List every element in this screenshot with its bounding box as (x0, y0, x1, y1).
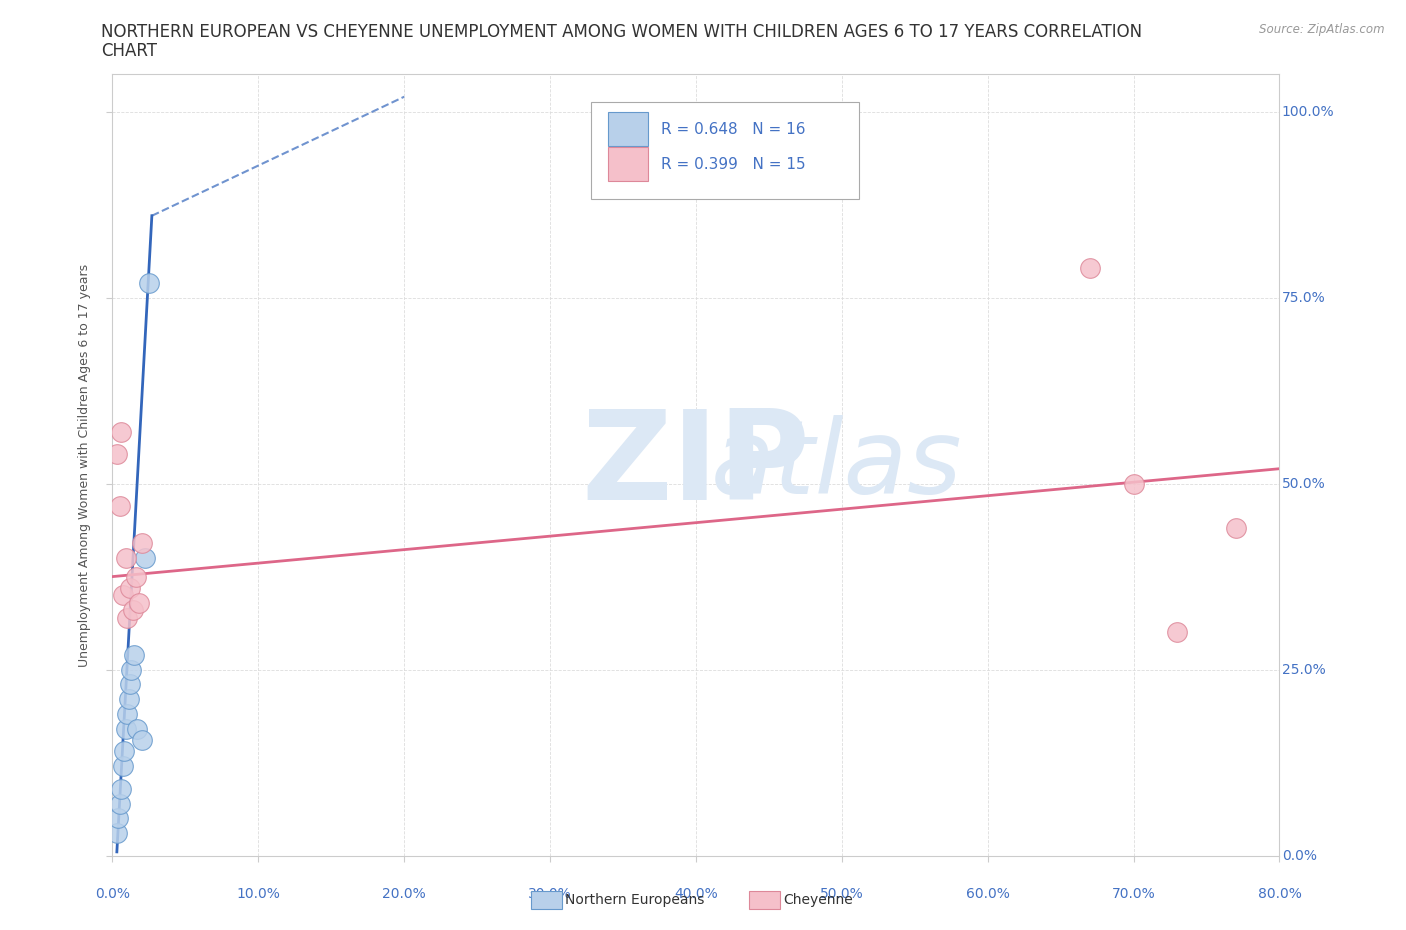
Point (1078, 260, 1101, 275)
Point (124, 647, 146, 662)
Point (131, 536, 153, 551)
Text: 60.0%: 60.0% (966, 887, 1010, 901)
Point (125, 569, 148, 584)
Point (115, 610, 138, 625)
Point (118, 580, 141, 595)
Text: Northern Europeans: Northern Europeans (565, 893, 704, 907)
Text: atlas: atlas (710, 415, 962, 515)
Point (112, 744, 135, 759)
Point (115, 707, 138, 722)
Text: 100.0%: 100.0% (1282, 104, 1334, 119)
Point (110, 781, 132, 796)
Point (131, 733, 153, 748)
Point (108, 796, 131, 811)
FancyBboxPatch shape (591, 101, 859, 199)
Text: 0.0%: 0.0% (96, 887, 129, 901)
Point (108, 498, 131, 513)
Text: Cheyenne: Cheyenne (783, 893, 853, 907)
Point (111, 759, 134, 774)
Text: 70.0%: 70.0% (1112, 887, 1156, 901)
Point (105, 826, 128, 841)
Text: 10.0%: 10.0% (236, 887, 280, 901)
Point (111, 588, 134, 603)
Point (117, 692, 139, 707)
FancyBboxPatch shape (609, 147, 648, 181)
Text: 25.0%: 25.0% (1282, 662, 1326, 677)
Point (127, 722, 149, 737)
Text: NORTHERN EUROPEAN VS CHEYENNE UNEMPLOYMENT AMONG WOMEN WITH CHILDREN AGES 6 TO 1: NORTHERN EUROPEAN VS CHEYENNE UNEMPLOYME… (101, 23, 1142, 41)
Text: Source: ZipAtlas.com: Source: ZipAtlas.com (1260, 23, 1385, 36)
Point (134, 551, 156, 565)
Point (122, 603, 145, 618)
Text: R = 0.399   N = 15: R = 0.399 N = 15 (661, 157, 806, 172)
Point (110, 424, 132, 439)
Point (1122, 476, 1144, 491)
Text: ZIP: ZIP (582, 405, 810, 525)
Text: 75.0%: 75.0% (1282, 290, 1326, 305)
Point (128, 595, 150, 610)
Text: 20.0%: 20.0% (382, 887, 426, 901)
Point (114, 551, 136, 565)
Point (138, 275, 160, 290)
Text: 0.0%: 0.0% (1282, 848, 1317, 863)
Text: 80.0%: 80.0% (1257, 887, 1302, 901)
Point (114, 722, 136, 737)
Y-axis label: Unemployment Among Women with Children Ages 6 to 17 years: Unemployment Among Women with Children A… (77, 263, 91, 667)
Point (1166, 625, 1188, 640)
Text: 30.0%: 30.0% (529, 887, 572, 901)
Point (107, 811, 129, 826)
Point (120, 662, 142, 677)
Point (105, 446, 128, 461)
Point (1225, 521, 1247, 536)
Text: R = 0.648   N = 16: R = 0.648 N = 16 (661, 122, 806, 137)
Text: CHART: CHART (101, 42, 157, 60)
Text: 50.0%: 50.0% (1282, 476, 1326, 491)
Text: 50.0%: 50.0% (820, 887, 863, 901)
FancyBboxPatch shape (609, 112, 648, 146)
Point (118, 677, 141, 692)
Text: 40.0%: 40.0% (673, 887, 718, 901)
